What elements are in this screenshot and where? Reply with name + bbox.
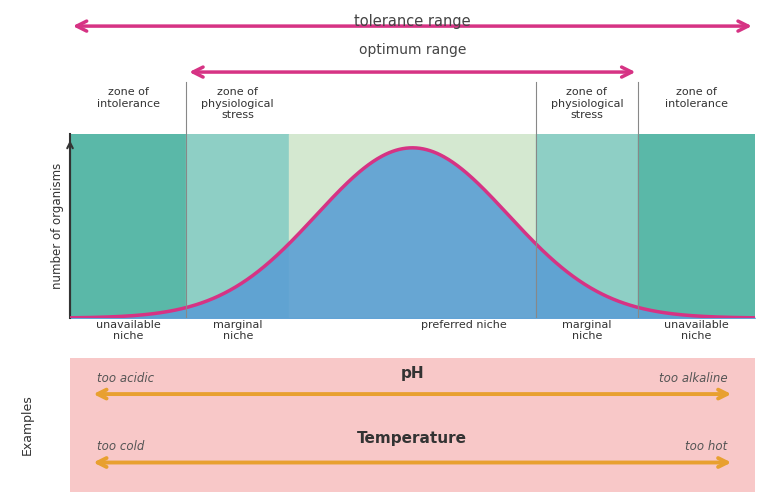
Text: Examples: Examples	[21, 395, 33, 455]
Text: zone of
physiological
stress: zone of physiological stress	[551, 87, 623, 120]
Text: marginal
niche: marginal niche	[213, 320, 262, 341]
Bar	[70, 134, 187, 318]
Bar	[638, 134, 755, 318]
Text: unavailable
niche: unavailable niche	[664, 320, 729, 341]
Text: Temperature: Temperature	[357, 431, 468, 446]
Text: pH: pH	[401, 366, 424, 381]
Text: optimum range: optimum range	[359, 43, 466, 57]
Bar	[187, 134, 289, 318]
Text: too hot: too hot	[685, 440, 727, 453]
Text: unavailable
niche: unavailable niche	[96, 320, 160, 341]
Bar	[289, 134, 535, 318]
Text: too acidic: too acidic	[97, 372, 155, 385]
Bar	[535, 134, 638, 318]
Text: marginal
niche: marginal niche	[562, 320, 612, 341]
Text: too cold: too cold	[97, 440, 145, 453]
Text: zone of
intolerance: zone of intolerance	[96, 87, 159, 108]
Text: preferred niche: preferred niche	[421, 320, 506, 330]
Text: tolerance range: tolerance range	[354, 13, 471, 29]
Text: zone of
physiological
stress: zone of physiological stress	[202, 87, 274, 120]
Y-axis label: number of organisms: number of organisms	[51, 163, 65, 289]
Text: too alkaline: too alkaline	[659, 372, 727, 385]
Text: zone of
intolerance: zone of intolerance	[665, 87, 728, 108]
